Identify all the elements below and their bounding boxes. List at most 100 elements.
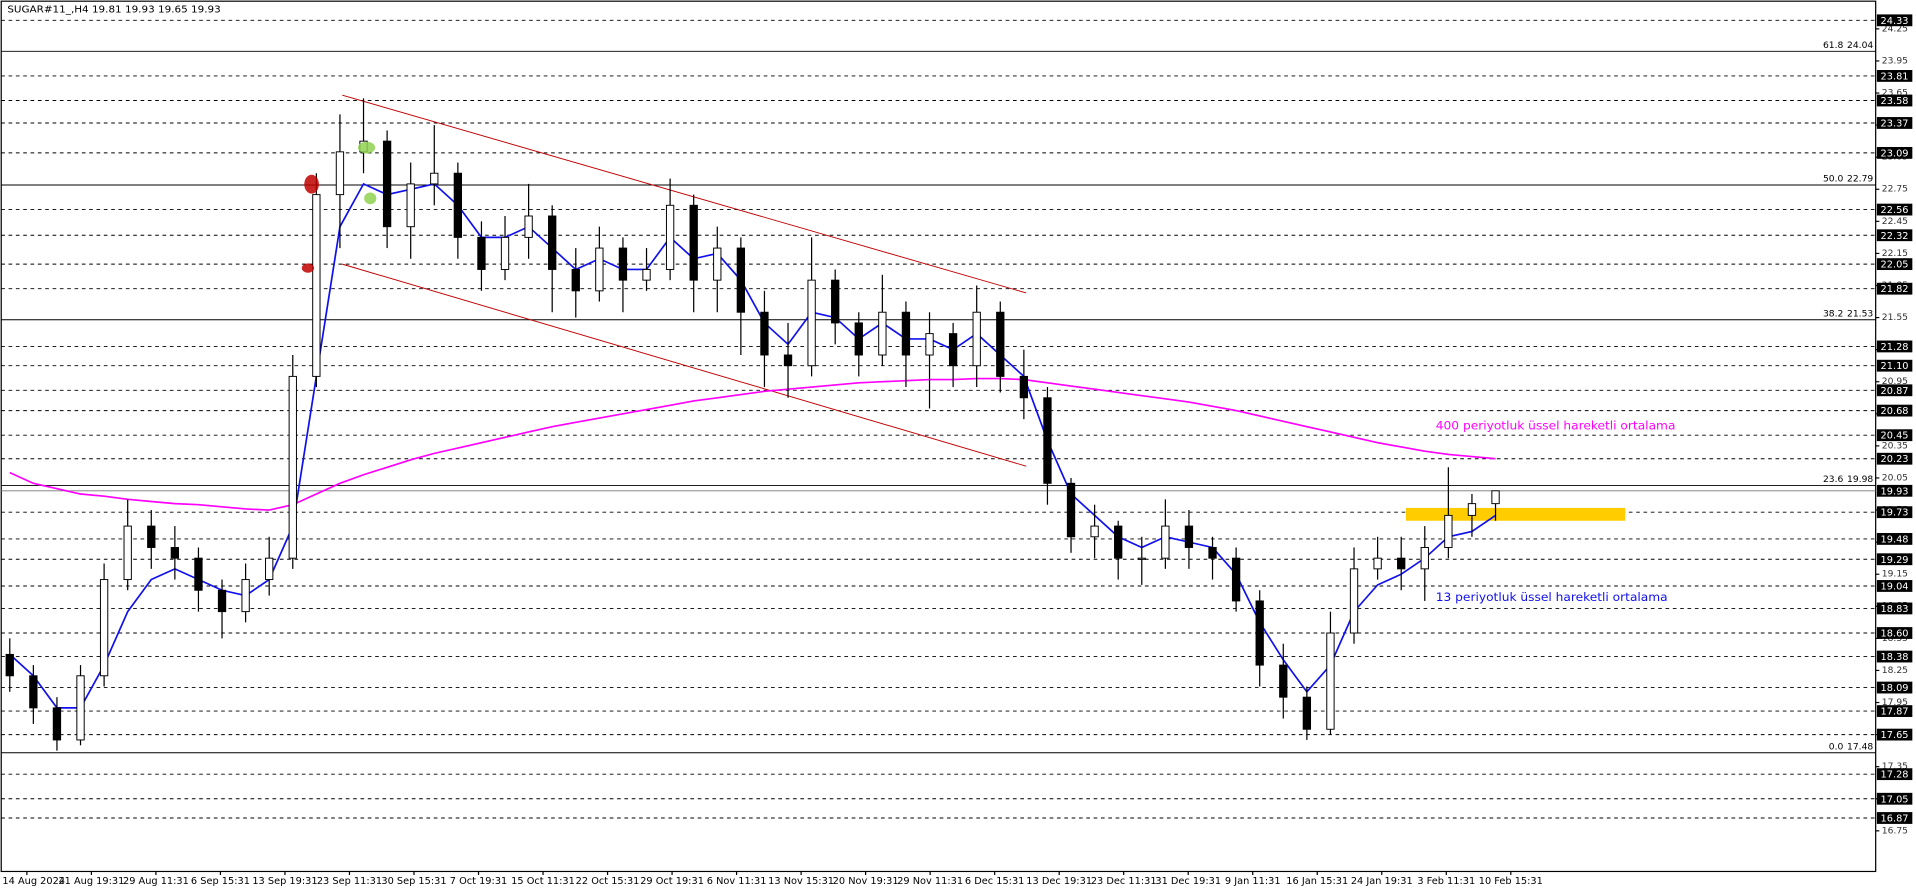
fib-ratio: 61.8 [1823, 41, 1844, 51]
candle-body [194, 557, 203, 591]
plot-frame [0, 0, 1877, 873]
x-tick-label: 21 Aug 19:31 [58, 876, 124, 887]
x-tick-label: 20 Nov 19:31 [833, 876, 899, 887]
y-tick-label: 17.95 [1882, 698, 1908, 708]
candle-body [1161, 525, 1170, 559]
x-tick-label: 14 Aug 2024 [2, 876, 65, 887]
candle-body [1444, 514, 1453, 548]
candle-body [901, 311, 911, 356]
y-tick-label: 20.95 [1882, 377, 1908, 387]
candle-body [500, 236, 510, 270]
x-tick-label: 23 Sep 11:31 [317, 876, 382, 887]
x-tick-label: 30 Sep 15:31 [381, 876, 446, 887]
ohlc: 19.93 [191, 5, 221, 16]
x-tick-label: 29 Aug 11:31 [123, 876, 189, 887]
candle-body [1019, 375, 1029, 399]
level-box [1876, 14, 1913, 27]
header: SUGAR#11_,H4 19.81 19.93 19.65 19.93 [7, 5, 220, 16]
x-tick-label: 22 Oct 15:31 [576, 876, 640, 887]
level-label: 23.09 [1881, 149, 1909, 160]
x-tick-label: 13 Nov 15:31 [768, 876, 834, 887]
x-tick-label: 24 Jan 19:31 [1351, 876, 1413, 887]
candle-body [5, 653, 14, 677]
candle-body [265, 557, 274, 581]
level-label: 20.45 [1881, 431, 1909, 442]
y-tick-label: 22.45 [1882, 217, 1908, 227]
fib-value: 19.98 [1847, 475, 1873, 485]
level-label: 21.82 [1881, 284, 1909, 295]
candle-body [1302, 696, 1312, 730]
level-box [1876, 70, 1913, 82]
y-tick-label: 22.15 [1882, 249, 1908, 259]
candle-body [925, 333, 934, 356]
level-label: 17.87 [1881, 707, 1909, 718]
candle-body [1467, 503, 1477, 516]
candle-body [1184, 525, 1194, 548]
ohlc: 19.81 [92, 5, 122, 16]
y-tick-label: 22.75 [1882, 185, 1908, 195]
candle-body [1114, 525, 1123, 559]
level-box [1876, 258, 1913, 271]
candle-body [1373, 557, 1382, 570]
level-box [1876, 429, 1913, 442]
fib-value: 21.53 [1847, 309, 1873, 319]
level-label: 20.87 [1881, 386, 1909, 397]
level-label: 18.09 [1881, 683, 1909, 694]
level-label: 23.58 [1881, 96, 1909, 107]
level-label: 19.48 [1881, 535, 1909, 546]
level-box [1876, 650, 1913, 663]
candle-body [1255, 600, 1264, 666]
level-box [1876, 506, 1913, 519]
level-box [1876, 404, 1913, 417]
x-tick-label: 31 Dec 19:31 [1155, 876, 1221, 887]
level-label: 22.05 [1881, 260, 1909, 271]
candle-body [123, 525, 132, 581]
candle-body [665, 204, 675, 270]
candle-body [948, 333, 958, 367]
candle-body [76, 675, 85, 741]
candle-body [736, 247, 746, 313]
level-label: 20.23 [1881, 454, 1909, 465]
y-tick-label: 16.75 [1882, 826, 1908, 836]
candle-body [335, 151, 345, 196]
annotation: 400 periyotluk üssel hareketli ortalama [1436, 419, 1676, 433]
level-box [1876, 117, 1913, 129]
candle-body [170, 547, 180, 559]
candle-body [1208, 547, 1217, 559]
x-tick-label: 29 Oct 19:31 [640, 876, 704, 887]
level-label: 21.10 [1881, 361, 1909, 372]
candle-body [760, 311, 769, 356]
y-tick-label: 19.15 [1882, 570, 1908, 580]
y-tick-label: 20.05 [1882, 474, 1908, 484]
ohlc: 19.93 [125, 5, 155, 16]
ohlc: 19.65 [158, 5, 188, 16]
candle-body [241, 579, 250, 613]
candle-body [524, 215, 533, 238]
level-label: 24.33 [1881, 16, 1909, 27]
x-tick-label: 9 Jan 11:31 [1225, 876, 1281, 887]
level-box [1876, 728, 1913, 741]
level-label: 16.87 [1881, 814, 1909, 825]
level-label: 19.29 [1881, 555, 1909, 566]
candle-body [878, 311, 887, 356]
y-tick-label: 21.55 [1882, 313, 1908, 323]
level-box [1876, 384, 1913, 397]
fib-value: 22.79 [1847, 175, 1873, 185]
level-box [1876, 792, 1913, 805]
plot: 24.2523.9523.6523.3523.0522.7522.4522.15… [1, 14, 1913, 887]
candle-body [147, 525, 156, 548]
candle-body [382, 140, 392, 228]
y-tick-label: 23.95 [1882, 57, 1908, 67]
fib-value: 17.48 [1847, 742, 1873, 752]
y-tick-label: 23.65 [1882, 89, 1908, 99]
level-label: 23.81 [1881, 72, 1909, 83]
candle-body [99, 579, 109, 677]
marker [301, 263, 315, 273]
x-tick-label: 15 Oct 11:31 [511, 876, 575, 887]
x-tick-label: 7 Oct 19:31 [450, 876, 507, 887]
level-box [1876, 627, 1913, 639]
level-label: 22.32 [1881, 231, 1909, 242]
candle-body [1279, 664, 1288, 698]
x-tick-label: 16 Jan 15:31 [1286, 876, 1348, 887]
